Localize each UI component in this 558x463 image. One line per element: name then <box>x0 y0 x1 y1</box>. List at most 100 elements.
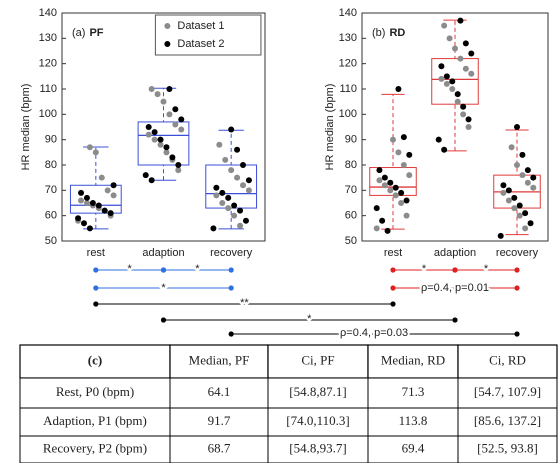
data-point <box>438 75 445 82</box>
data-point <box>225 205 232 212</box>
table-value: [52.5, 93.8] <box>477 440 538 455</box>
x-tick-label: rest <box>87 247 105 259</box>
table-value: [85.6, 137.2] <box>474 413 541 428</box>
data-point <box>163 144 170 151</box>
sig-label: * <box>422 263 427 275</box>
data-point <box>104 187 111 194</box>
data-point <box>392 184 399 191</box>
data-point <box>83 200 90 206</box>
data-point <box>83 194 90 201</box>
legend-marker <box>164 23 171 29</box>
legend-label: Dataset 2 <box>177 38 224 50</box>
data-point <box>516 202 523 209</box>
data-point <box>160 98 167 105</box>
x-tick-label: adaption <box>142 247 184 259</box>
data-point <box>465 124 472 130</box>
sig-end <box>390 301 396 307</box>
panel-letter: (a) <box>72 27 85 39</box>
table-value: [74.0,110.3] <box>286 413 349 428</box>
table-cell <box>457 377 558 409</box>
data-point <box>216 141 223 148</box>
data-point <box>163 149 170 156</box>
data-point <box>166 86 173 92</box>
sig-end <box>452 317 458 323</box>
data-point <box>169 154 176 161</box>
y-tick-label: 50 <box>45 235 57 247</box>
data-point <box>178 126 185 133</box>
data-point <box>443 73 450 80</box>
data-point <box>234 146 241 153</box>
data-point <box>373 205 380 212</box>
y-tick-label: 130 <box>39 32 57 44</box>
data-point <box>387 179 394 186</box>
data-point <box>110 192 117 199</box>
plot-frame <box>61 12 266 242</box>
data-point <box>373 225 380 232</box>
data-point <box>166 111 173 118</box>
data-point <box>406 172 413 179</box>
data-point <box>110 182 117 189</box>
sig-end <box>93 301 99 307</box>
data-point <box>500 182 507 189</box>
sig-end <box>93 285 99 291</box>
data-point <box>381 174 388 181</box>
panel-name: PF <box>89 27 103 39</box>
panel-letter: (b) <box>372 27 385 39</box>
data-point <box>237 222 244 229</box>
data-point <box>175 162 182 168</box>
data-point <box>86 225 93 232</box>
data-point <box>154 91 161 98</box>
data-point <box>398 189 405 196</box>
data-point <box>92 149 99 156</box>
sig-end <box>452 267 458 273</box>
data-point <box>522 225 529 232</box>
table-value: 69.4 <box>402 440 425 455</box>
table-header: Ci, RD <box>489 352 526 367</box>
y-tick-label: 130 <box>339 32 357 44</box>
sig-end <box>160 317 167 323</box>
y-tick-label: 60 <box>45 210 57 222</box>
x-tick-label: adaption <box>434 247 476 259</box>
y-tick-label: 90 <box>345 134 357 146</box>
table-cell <box>367 344 459 379</box>
data-point <box>151 136 158 143</box>
data-point <box>89 200 96 206</box>
cross-sig-label: ρ=0.4, p=0.03 <box>340 327 408 339</box>
table-value: 113.8 <box>399 413 428 428</box>
legend-box <box>154 14 262 56</box>
data-point <box>457 55 464 62</box>
sig-end <box>93 267 99 273</box>
y-tick-label: 70 <box>345 184 357 196</box>
data-point <box>462 40 469 47</box>
table-value: [54.7, 107.9] <box>474 384 541 399</box>
data-point <box>78 197 85 204</box>
data-point <box>392 192 399 199</box>
data-point <box>403 197 410 204</box>
data-point <box>516 212 523 219</box>
sig-end <box>228 285 234 291</box>
table-header: Median, RD <box>381 352 445 367</box>
table-cell <box>457 435 558 463</box>
sig-label: ρ=0.4, p=0.01 <box>421 282 489 294</box>
data-point <box>242 217 249 224</box>
data-point <box>449 78 456 85</box>
x-tick-label: rest <box>384 247 402 259</box>
sig-label: * <box>484 263 489 275</box>
data-point <box>240 182 247 189</box>
table-value: 64.1 <box>208 384 231 399</box>
box <box>69 184 122 214</box>
data-point <box>514 124 520 130</box>
data-point <box>175 167 182 174</box>
data-point <box>245 177 252 184</box>
data-point <box>387 187 394 194</box>
data-point <box>240 162 247 168</box>
y-tick-label: 60 <box>345 210 357 222</box>
sig-end <box>390 267 396 273</box>
data-point <box>522 210 529 217</box>
data-point <box>86 144 93 151</box>
data-point <box>449 86 456 92</box>
data-point <box>462 65 469 72</box>
data-point <box>400 134 407 141</box>
data-point <box>438 63 445 70</box>
table-header: (c) <box>88 352 102 367</box>
